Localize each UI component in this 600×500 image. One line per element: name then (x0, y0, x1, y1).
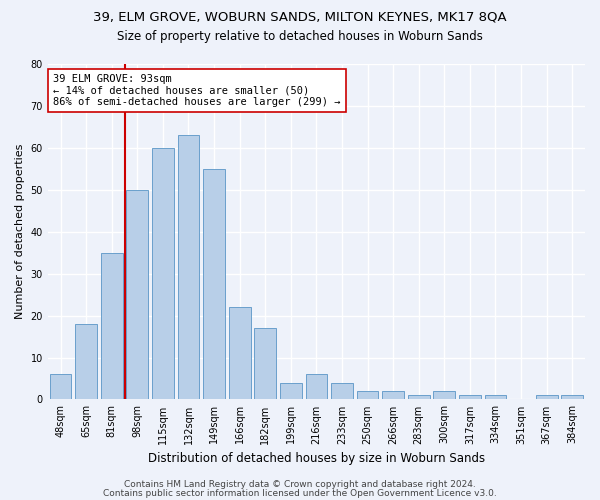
Text: Size of property relative to detached houses in Woburn Sands: Size of property relative to detached ho… (117, 30, 483, 43)
Bar (203, 169, 225, 400)
Bar (408, 395, 430, 400)
Text: Contains HM Land Registry data © Crown copyright and database right 2024.: Contains HM Land Registry data © Crown c… (124, 480, 476, 489)
Y-axis label: Number of detached properties: Number of detached properties (15, 144, 25, 320)
Bar (229, 307, 251, 400)
Bar (254, 328, 276, 400)
Bar (382, 391, 404, 400)
Bar (562, 395, 583, 400)
Bar (485, 395, 506, 400)
Bar (50, 374, 71, 400)
Text: 39, ELM GROVE, WOBURN SANDS, MILTON KEYNES, MK17 8QA: 39, ELM GROVE, WOBURN SANDS, MILTON KEYN… (93, 10, 507, 23)
Bar (152, 148, 174, 400)
Bar (75, 324, 97, 400)
X-axis label: Distribution of detached houses by size in Woburn Sands: Distribution of detached houses by size … (148, 452, 485, 465)
Bar (280, 382, 302, 400)
Bar (331, 382, 353, 400)
Bar (101, 252, 122, 400)
Text: 39 ELM GROVE: 93sqm
← 14% of detached houses are smaller (50)
86% of semi-detach: 39 ELM GROVE: 93sqm ← 14% of detached ho… (53, 74, 341, 108)
Bar (178, 136, 199, 400)
Bar (356, 391, 379, 400)
Text: Contains public sector information licensed under the Open Government Licence v3: Contains public sector information licen… (103, 488, 497, 498)
Bar (433, 391, 455, 400)
Bar (459, 395, 481, 400)
Bar (127, 190, 148, 400)
Bar (536, 395, 557, 400)
Bar (305, 374, 327, 400)
